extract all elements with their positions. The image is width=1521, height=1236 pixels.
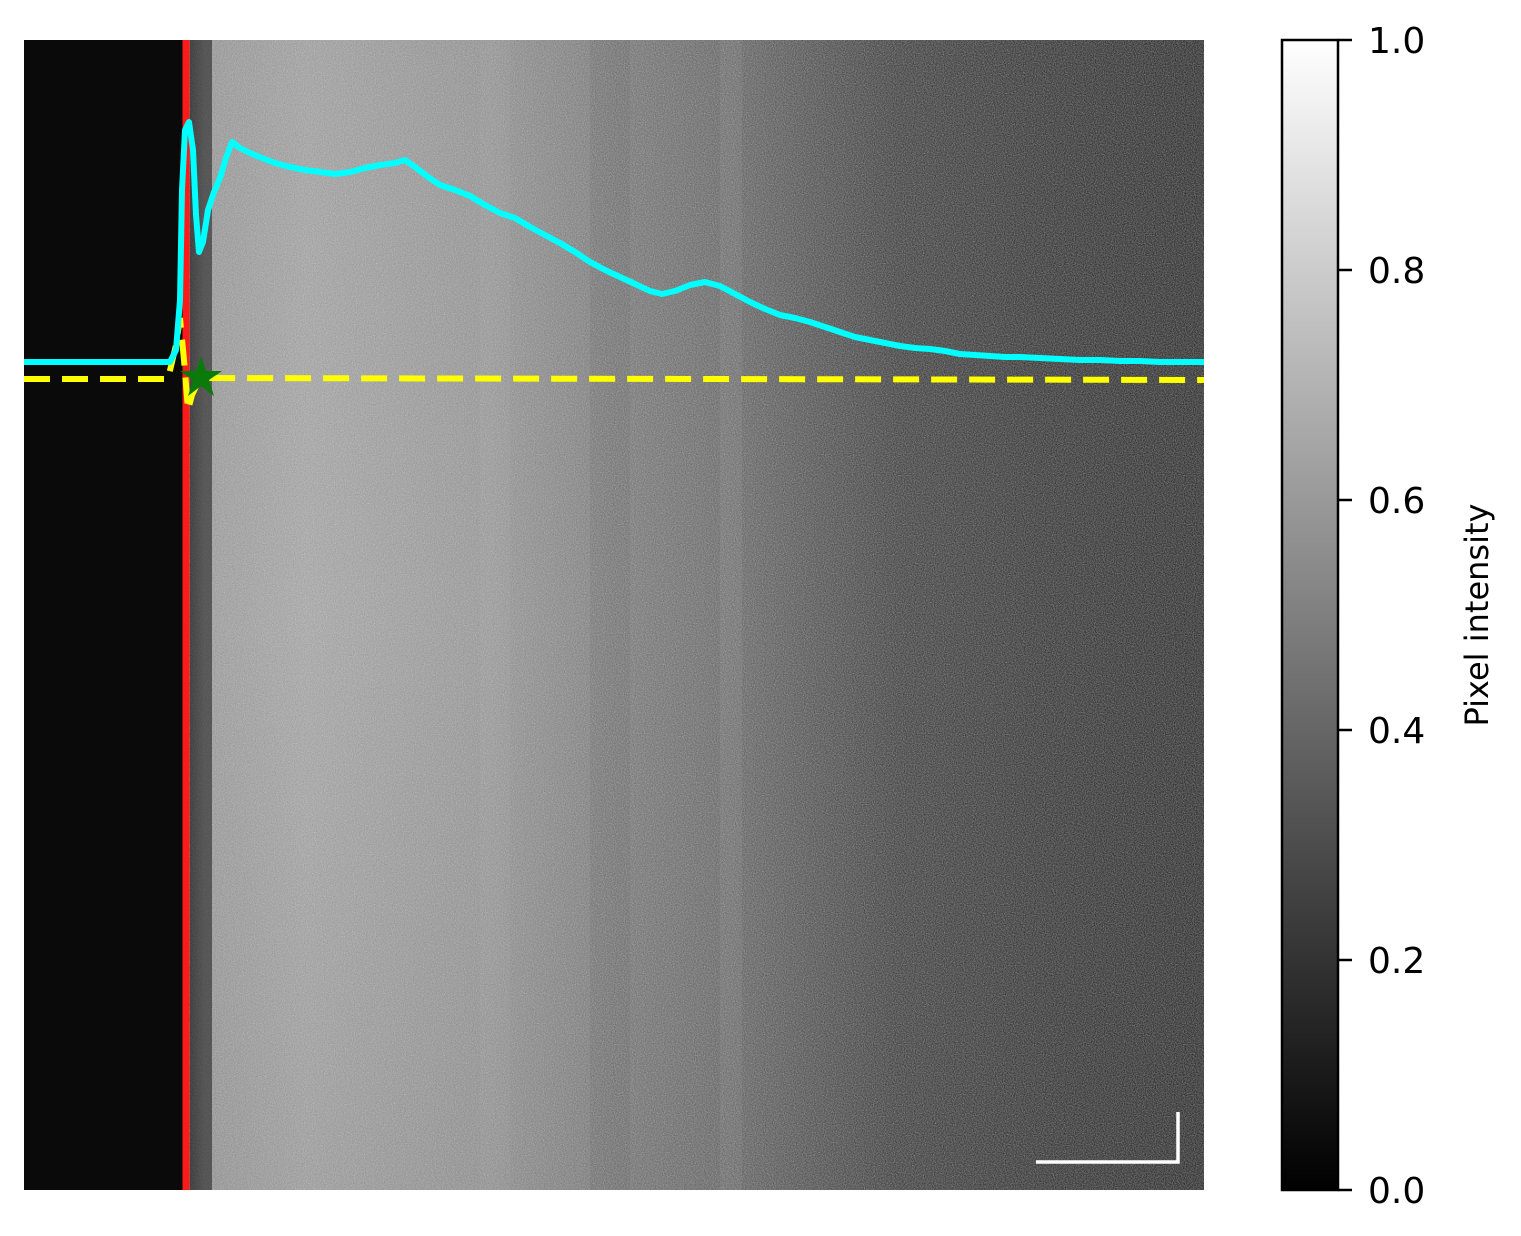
scale-bar [1036, 1112, 1180, 1164]
background-dark-region [24, 40, 184, 1190]
star-icon [180, 356, 222, 396]
colorbar-label: Pixel intensity [1458, 504, 1496, 727]
colorbar-tick-label: 0.0 [1368, 1171, 1425, 1212]
intensity-profile-line [24, 119, 1204, 365]
colorbar-gradient [1280, 38, 1340, 1192]
colorbar-tick-label: 1.0 [1368, 21, 1425, 62]
colorbar-tick-label: 0.6 [1368, 481, 1425, 522]
colorbar-ticks: 0.0 0.2 0.4 0.6 0.8 1.0 [1338, 21, 1425, 1212]
microscopy-image [24, 40, 1204, 1190]
colorbar-tick-label: 0.8 [1368, 251, 1425, 292]
colorbar: 0.0 0.2 0.4 0.6 0.8 1.0 Pixel intensity [1280, 21, 1496, 1212]
edge-strip [190, 40, 212, 1190]
colorbar-tick-label: 0.2 [1368, 941, 1425, 982]
colorbar-tick-label: 0.4 [1368, 711, 1425, 752]
